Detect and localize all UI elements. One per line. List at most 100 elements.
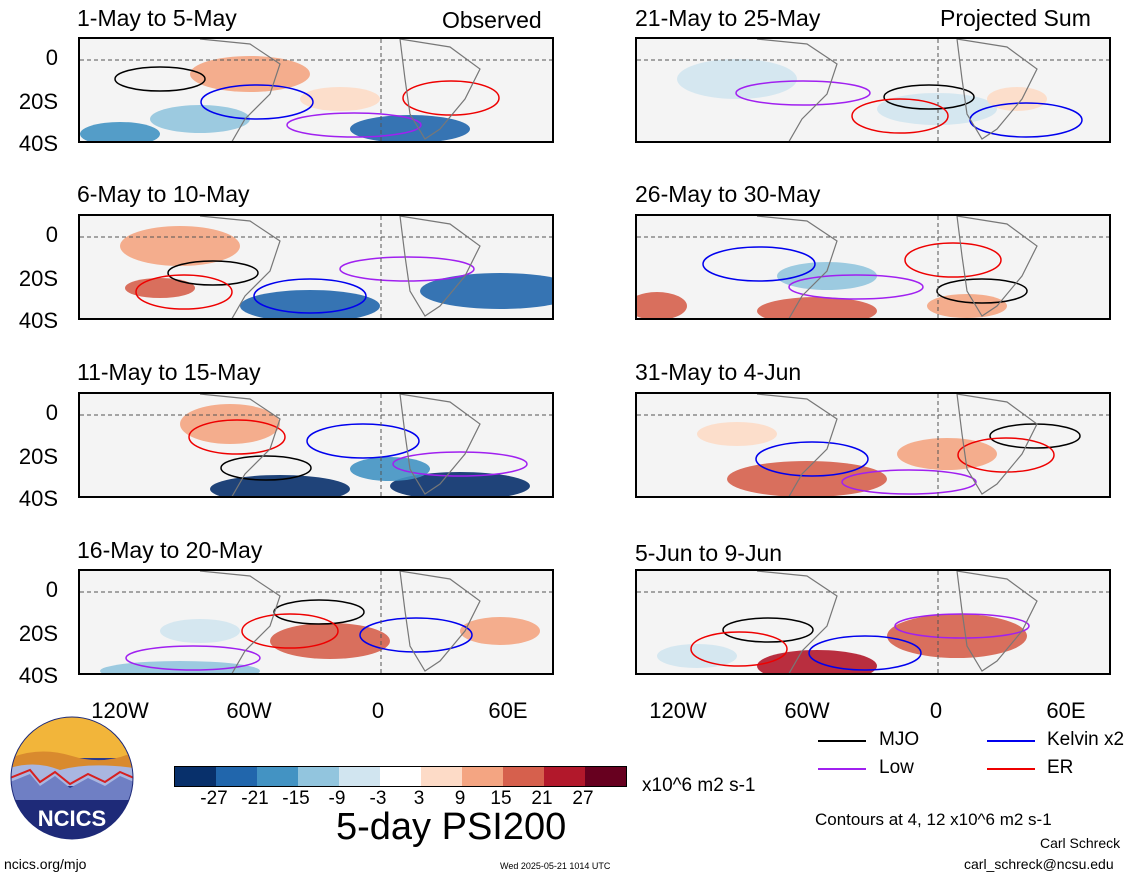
colorbar-tick: 21 (531, 788, 553, 809)
contour-line (200, 84, 314, 120)
legend-line-low (818, 768, 866, 770)
y-tick-label: 20S (18, 89, 58, 114)
legend-label-low: Low (879, 757, 914, 778)
y-tick-label: 20S (18, 621, 58, 646)
map-panel (635, 214, 1111, 320)
map-svg (80, 571, 552, 673)
map-svg (637, 571, 1109, 673)
panel-title: 11-May to 15-May (77, 359, 261, 385)
anomaly-region (125, 278, 195, 298)
contour-line (989, 423, 1081, 449)
coastline (399, 39, 481, 140)
contour-line (936, 278, 1028, 304)
map-panel (635, 569, 1111, 675)
y-tick-label: 40S (18, 308, 58, 333)
colorbar-swatch (380, 767, 421, 786)
coastline (199, 39, 281, 141)
anomaly-region (757, 297, 877, 318)
contour-line (125, 645, 261, 671)
contour-line (957, 437, 1055, 473)
colorbar (174, 766, 627, 787)
contour-line (220, 455, 312, 481)
colorbar-tick: -15 (282, 788, 310, 809)
anomaly-region (210, 475, 350, 496)
legend-line-mjo (818, 740, 866, 742)
map-svg (80, 216, 552, 318)
anomaly-region (350, 457, 430, 481)
coastline (956, 571, 1038, 672)
contour-line (755, 441, 869, 477)
author-email: carl_schreck@ncsu.edu (964, 856, 1114, 872)
y-tick-label: 20S (18, 444, 58, 469)
map-panel (78, 37, 554, 143)
panel-title: 26-May to 30-May (635, 181, 821, 207)
x-tick-label: 60W (226, 698, 272, 723)
observed-label: Observed (442, 7, 542, 33)
colorbar-tick: -9 (328, 788, 346, 809)
map-svg (637, 394, 1109, 496)
panel-title: 5-Jun to 9-Jun (635, 540, 783, 566)
y-tick-label: 40S (18, 663, 58, 688)
contour-line (788, 274, 924, 300)
panel-title: 1-May to 5-May (77, 5, 237, 31)
contour-line (690, 631, 788, 667)
contours-note: Contours at 4, 12 x10^6 m2 s-1 (815, 810, 1052, 829)
contour-line (167, 260, 259, 286)
contour-line (306, 423, 420, 459)
anomaly-region (300, 87, 380, 111)
anomaly-region (677, 59, 797, 99)
colorbar-tick: -3 (369, 788, 387, 809)
colorbar-swatch (339, 767, 380, 786)
anomaly-region (80, 122, 160, 141)
y-tick-label: 40S (18, 131, 58, 156)
contour-line (904, 242, 1002, 278)
contour-line (241, 613, 339, 649)
x-tick-label: 60E (488, 698, 528, 723)
anomaly-region (350, 115, 470, 141)
map-svg (80, 394, 552, 496)
chart-title: 5-day PSI200 (336, 806, 567, 848)
colorbar-swatch (175, 767, 216, 786)
colorbar-swatch (503, 767, 544, 786)
colorbar-tick: 9 (454, 788, 466, 809)
contour-line (135, 274, 233, 310)
anomaly-region (150, 105, 250, 133)
map-svg (637, 216, 1109, 318)
coastline (199, 394, 281, 496)
colorbar-tick: -21 (241, 788, 269, 809)
colorbar-swatch (298, 767, 339, 786)
contour-line (392, 451, 528, 477)
contour-line (253, 278, 367, 314)
coastline (956, 394, 1038, 495)
y-tick-label: 0 (45, 222, 58, 247)
anomaly-region (190, 56, 310, 92)
legend-label-er: ER (1047, 757, 1074, 778)
anomaly-region (897, 438, 997, 470)
timestamp: Wed 2025-05-21 1014 UTC (500, 861, 611, 871)
coastline (399, 394, 481, 495)
anomaly-region (927, 294, 1007, 318)
map-panel (635, 37, 1111, 143)
panel-title: 21-May to 25-May (635, 5, 821, 31)
x-tick-label: 0 (371, 698, 385, 723)
coastline (756, 571, 838, 673)
anomaly-region (987, 87, 1047, 111)
logo-text: NCICS (38, 806, 106, 831)
contour-line (359, 617, 473, 653)
map-panel (635, 392, 1111, 498)
anomaly-region (420, 273, 552, 309)
anomaly-region (637, 292, 687, 318)
anomaly-region (390, 472, 530, 496)
contour-line (851, 98, 949, 134)
x-tick-label: 120W (649, 698, 707, 723)
y-tick-label: 0 (45, 400, 58, 425)
colorbar-swatch (585, 767, 626, 786)
legend-label-mjo: MJO (879, 729, 920, 750)
contour-line (841, 469, 977, 495)
map-panel (78, 569, 554, 675)
projected-label: Projected Sum (940, 5, 1091, 31)
y-tick-label: 40S (18, 486, 58, 511)
map-svg (80, 39, 552, 141)
coastline (199, 216, 281, 318)
contour-line (808, 635, 922, 671)
